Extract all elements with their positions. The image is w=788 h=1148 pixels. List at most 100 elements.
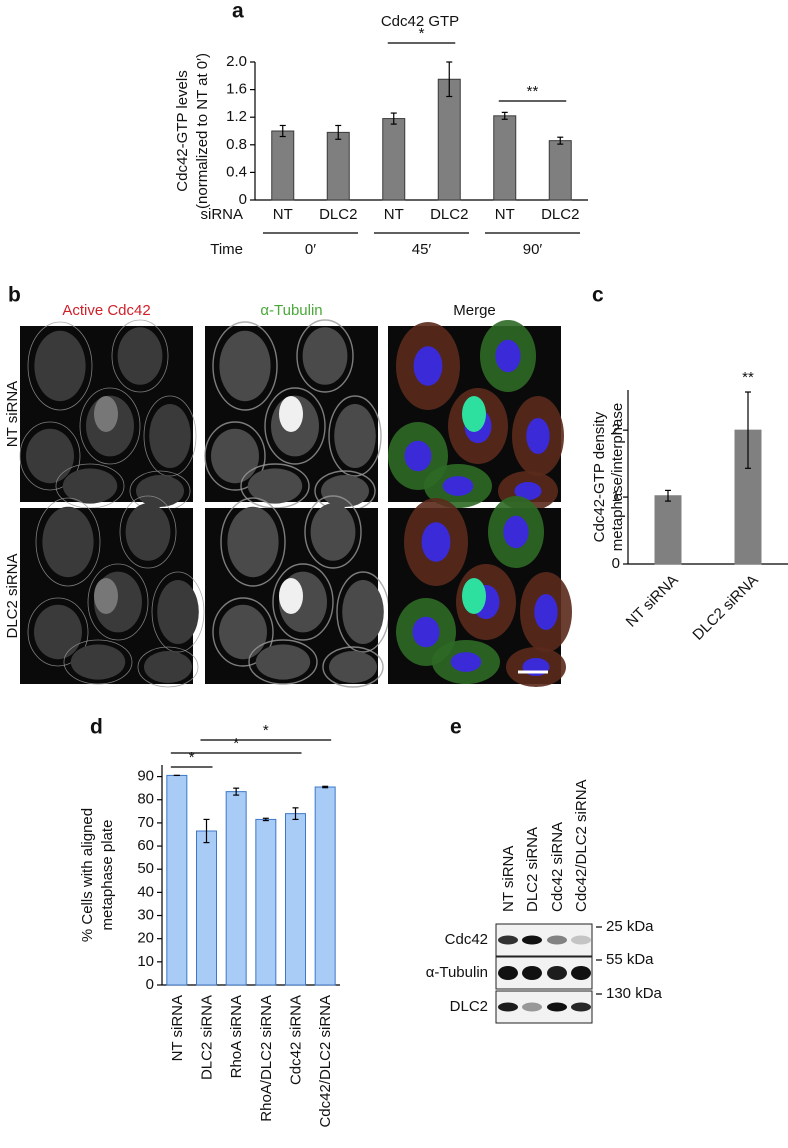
- bar: [654, 495, 682, 565]
- row-label: Cdc42: [445, 931, 488, 948]
- panel-letter: a: [232, 0, 244, 23]
- cell-fill: [62, 468, 118, 504]
- cell-fill: [227, 506, 279, 578]
- lane-label: DLC2 siRNA: [524, 827, 541, 912]
- y-tick-label: 1: [612, 488, 620, 505]
- row-label: siRNA: [200, 206, 243, 223]
- y-tick-label: 0: [146, 976, 154, 993]
- cell-fill: [157, 580, 199, 644]
- cell-body: [63, 639, 133, 685]
- bar: [166, 774, 188, 986]
- nucleus: [421, 522, 451, 562]
- marker-label: 130 kDa: [606, 985, 663, 1002]
- cell-body: [204, 421, 266, 491]
- cell-body: [272, 563, 334, 641]
- nucleus: [412, 616, 440, 648]
- y-axis-label: % Cells with aligned: [79, 808, 96, 942]
- y-tick-label: 0: [239, 191, 247, 208]
- blot-band: [522, 935, 542, 945]
- cell-body: [119, 495, 177, 569]
- row-label: DLC2: [450, 998, 488, 1015]
- y-tick-label: 2: [612, 421, 620, 438]
- nucleus: [404, 440, 432, 472]
- cell-fill: [117, 327, 163, 385]
- nucleus: [495, 339, 521, 373]
- blot-band: [547, 966, 567, 980]
- error-bar: [501, 111, 508, 120]
- significance-label: *: [233, 735, 239, 752]
- cell-fill: [149, 404, 191, 468]
- nucleus: [450, 652, 482, 672]
- bar: [493, 115, 517, 201]
- panel-letter: b: [8, 284, 21, 307]
- marker-label: 55 kDa: [606, 951, 654, 968]
- error-bar: [292, 807, 299, 821]
- lane-label: Cdc42/DLC2 siRNA: [573, 779, 590, 912]
- panel-letter: d: [90, 716, 103, 739]
- blot-band: [498, 935, 518, 945]
- y-tick-label: 0.8: [226, 136, 247, 153]
- cell-fill: [42, 506, 94, 578]
- cell-fill: [342, 580, 384, 644]
- x-tick-label: DLC2 siRNA: [689, 572, 761, 644]
- y-tick-label: 30: [137, 906, 154, 923]
- row-label: α-Tubulin: [426, 964, 488, 981]
- cell-body: [264, 387, 326, 465]
- cell-fill: [255, 644, 311, 680]
- panel-letter: c: [592, 284, 604, 307]
- bar: [382, 118, 406, 201]
- x-tick-label: NT: [495, 206, 515, 223]
- group-label: 45′: [412, 241, 432, 258]
- micrograph: [205, 495, 390, 688]
- group-label: 0′: [305, 241, 316, 258]
- micrograph: [19, 319, 197, 512]
- error-bar: [446, 61, 453, 98]
- cell-fill: [302, 327, 348, 385]
- chart-title: Cdc42 GTP: [381, 13, 459, 30]
- cell-body: [27, 321, 93, 411]
- y-axis-label: (normalized to NT at 0′): [194, 53, 211, 209]
- bar: [326, 131, 350, 201]
- mitotic-cell: [279, 578, 303, 614]
- x-tick-label: Cdc42 siRNA: [287, 995, 304, 1085]
- cell-body: [322, 646, 384, 688]
- significance-label: *: [419, 25, 425, 42]
- cell-fill: [334, 404, 376, 468]
- error-bar: [390, 112, 397, 125]
- error-bar: [665, 489, 671, 502]
- cell-fill: [211, 428, 259, 484]
- cell-body: [248, 639, 318, 685]
- blot-band: [571, 935, 591, 945]
- cell-body: [19, 421, 81, 491]
- error-bar: [335, 124, 342, 140]
- y-axis-label: Cdc42-GTP levels: [174, 70, 191, 191]
- nucleus: [413, 346, 443, 386]
- cell-body: [35, 497, 101, 587]
- cell-body: [111, 319, 169, 393]
- row-label: Time: [210, 241, 243, 258]
- bar: [271, 130, 295, 201]
- error-bar: [279, 124, 286, 138]
- nucleus: [514, 482, 542, 500]
- marker-label: 25 kDa: [606, 918, 654, 935]
- cell-body: [151, 571, 205, 653]
- cell-fill: [136, 475, 184, 507]
- blot-band: [522, 1002, 542, 1012]
- nucleus: [534, 594, 558, 630]
- cell-body: [27, 597, 89, 667]
- mitotic-cell: [279, 396, 303, 432]
- bar: [314, 786, 336, 986]
- cell-fill: [70, 644, 126, 680]
- y-tick-label: 80: [137, 791, 154, 808]
- micrograph: [388, 496, 572, 687]
- blot-band: [522, 966, 542, 980]
- bar: [225, 791, 247, 986]
- x-tick-label: NT siRNA: [623, 572, 682, 631]
- column-title: Merge: [453, 302, 496, 319]
- cell-fill: [329, 651, 377, 683]
- bar: [255, 818, 277, 986]
- micrograph: [204, 319, 382, 512]
- blot-band: [547, 1002, 567, 1012]
- y-tick-label: 10: [137, 953, 154, 970]
- cell-body: [304, 495, 362, 569]
